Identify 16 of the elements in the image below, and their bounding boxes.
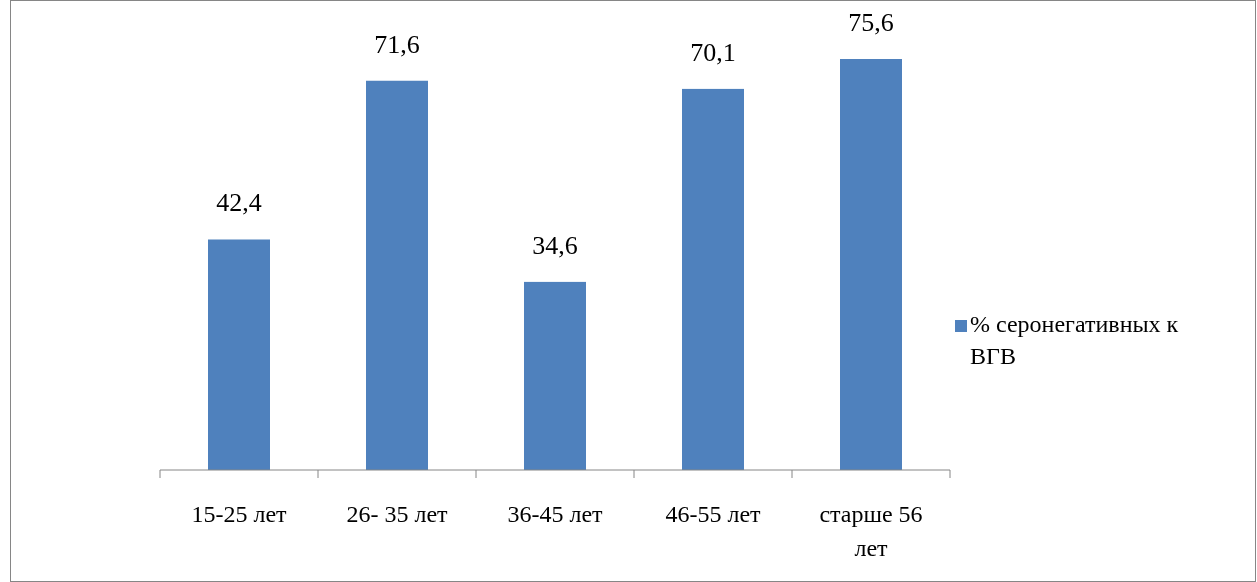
data-label: 71,6 [374, 29, 420, 59]
data-label: 70,1 [690, 37, 736, 67]
x-tick-label: 36-45 лет [507, 501, 604, 527]
bar [840, 59, 902, 470]
bar [208, 239, 270, 470]
data-label: 42,4 [216, 188, 262, 218]
bar [682, 88, 744, 470]
x-tick-label: старше 56 лет [819, 501, 923, 561]
x-tick-label: 46-55 лет [665, 501, 762, 527]
legend-label: % серонегативных к ВГВ [970, 311, 1179, 369]
x-tick-label: 15-25 лет [191, 501, 288, 527]
data-label: 34,6 [532, 230, 578, 260]
bar [524, 281, 586, 470]
bar [366, 80, 428, 470]
data-label: 75,6 [848, 8, 894, 37]
x-tick-label: 26- 35 лет [346, 501, 449, 527]
